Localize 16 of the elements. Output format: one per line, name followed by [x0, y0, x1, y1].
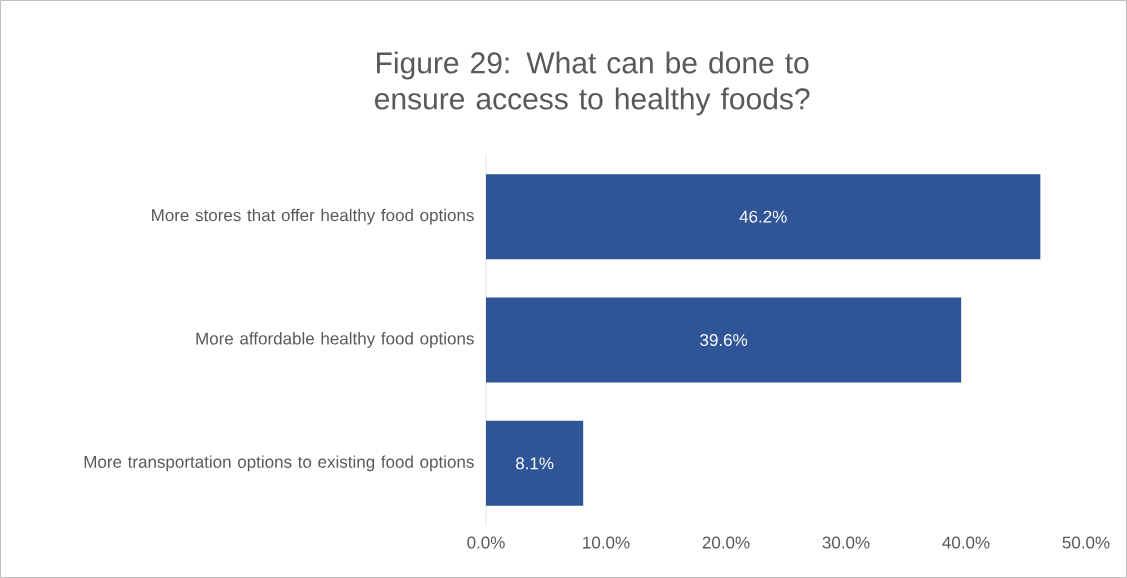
- x-tick-label: 30.0%: [822, 536, 870, 549]
- y-tick-label: More affordable healthy food options: [196, 332, 474, 348]
- data-label: 39.6%: [700, 333, 748, 347]
- y-tick-label: More transportation options to existing food options: [84, 455, 474, 472]
- x-tick-label: 10.0%: [583, 536, 630, 549]
- x-tick-label: 0.0%: [467, 536, 505, 549]
- x-tick-label: 20.0%: [702, 536, 750, 549]
- x-tick-label: 50.0%: [1062, 536, 1110, 549]
- data-label: 46.2%: [739, 210, 787, 223]
- bar: [486, 420, 584, 506]
- bar: [486, 174, 1041, 260]
- y-tick-label: More stores that offer healthy food options: [152, 208, 474, 225]
- x-tick-label: 40.0%: [942, 536, 990, 549]
- bar: [486, 297, 962, 383]
- chart-title: Figure 29: What can be done to ensure access to healthy foods?: [375, 51, 810, 116]
- data-label: 8.1%: [515, 457, 554, 470]
